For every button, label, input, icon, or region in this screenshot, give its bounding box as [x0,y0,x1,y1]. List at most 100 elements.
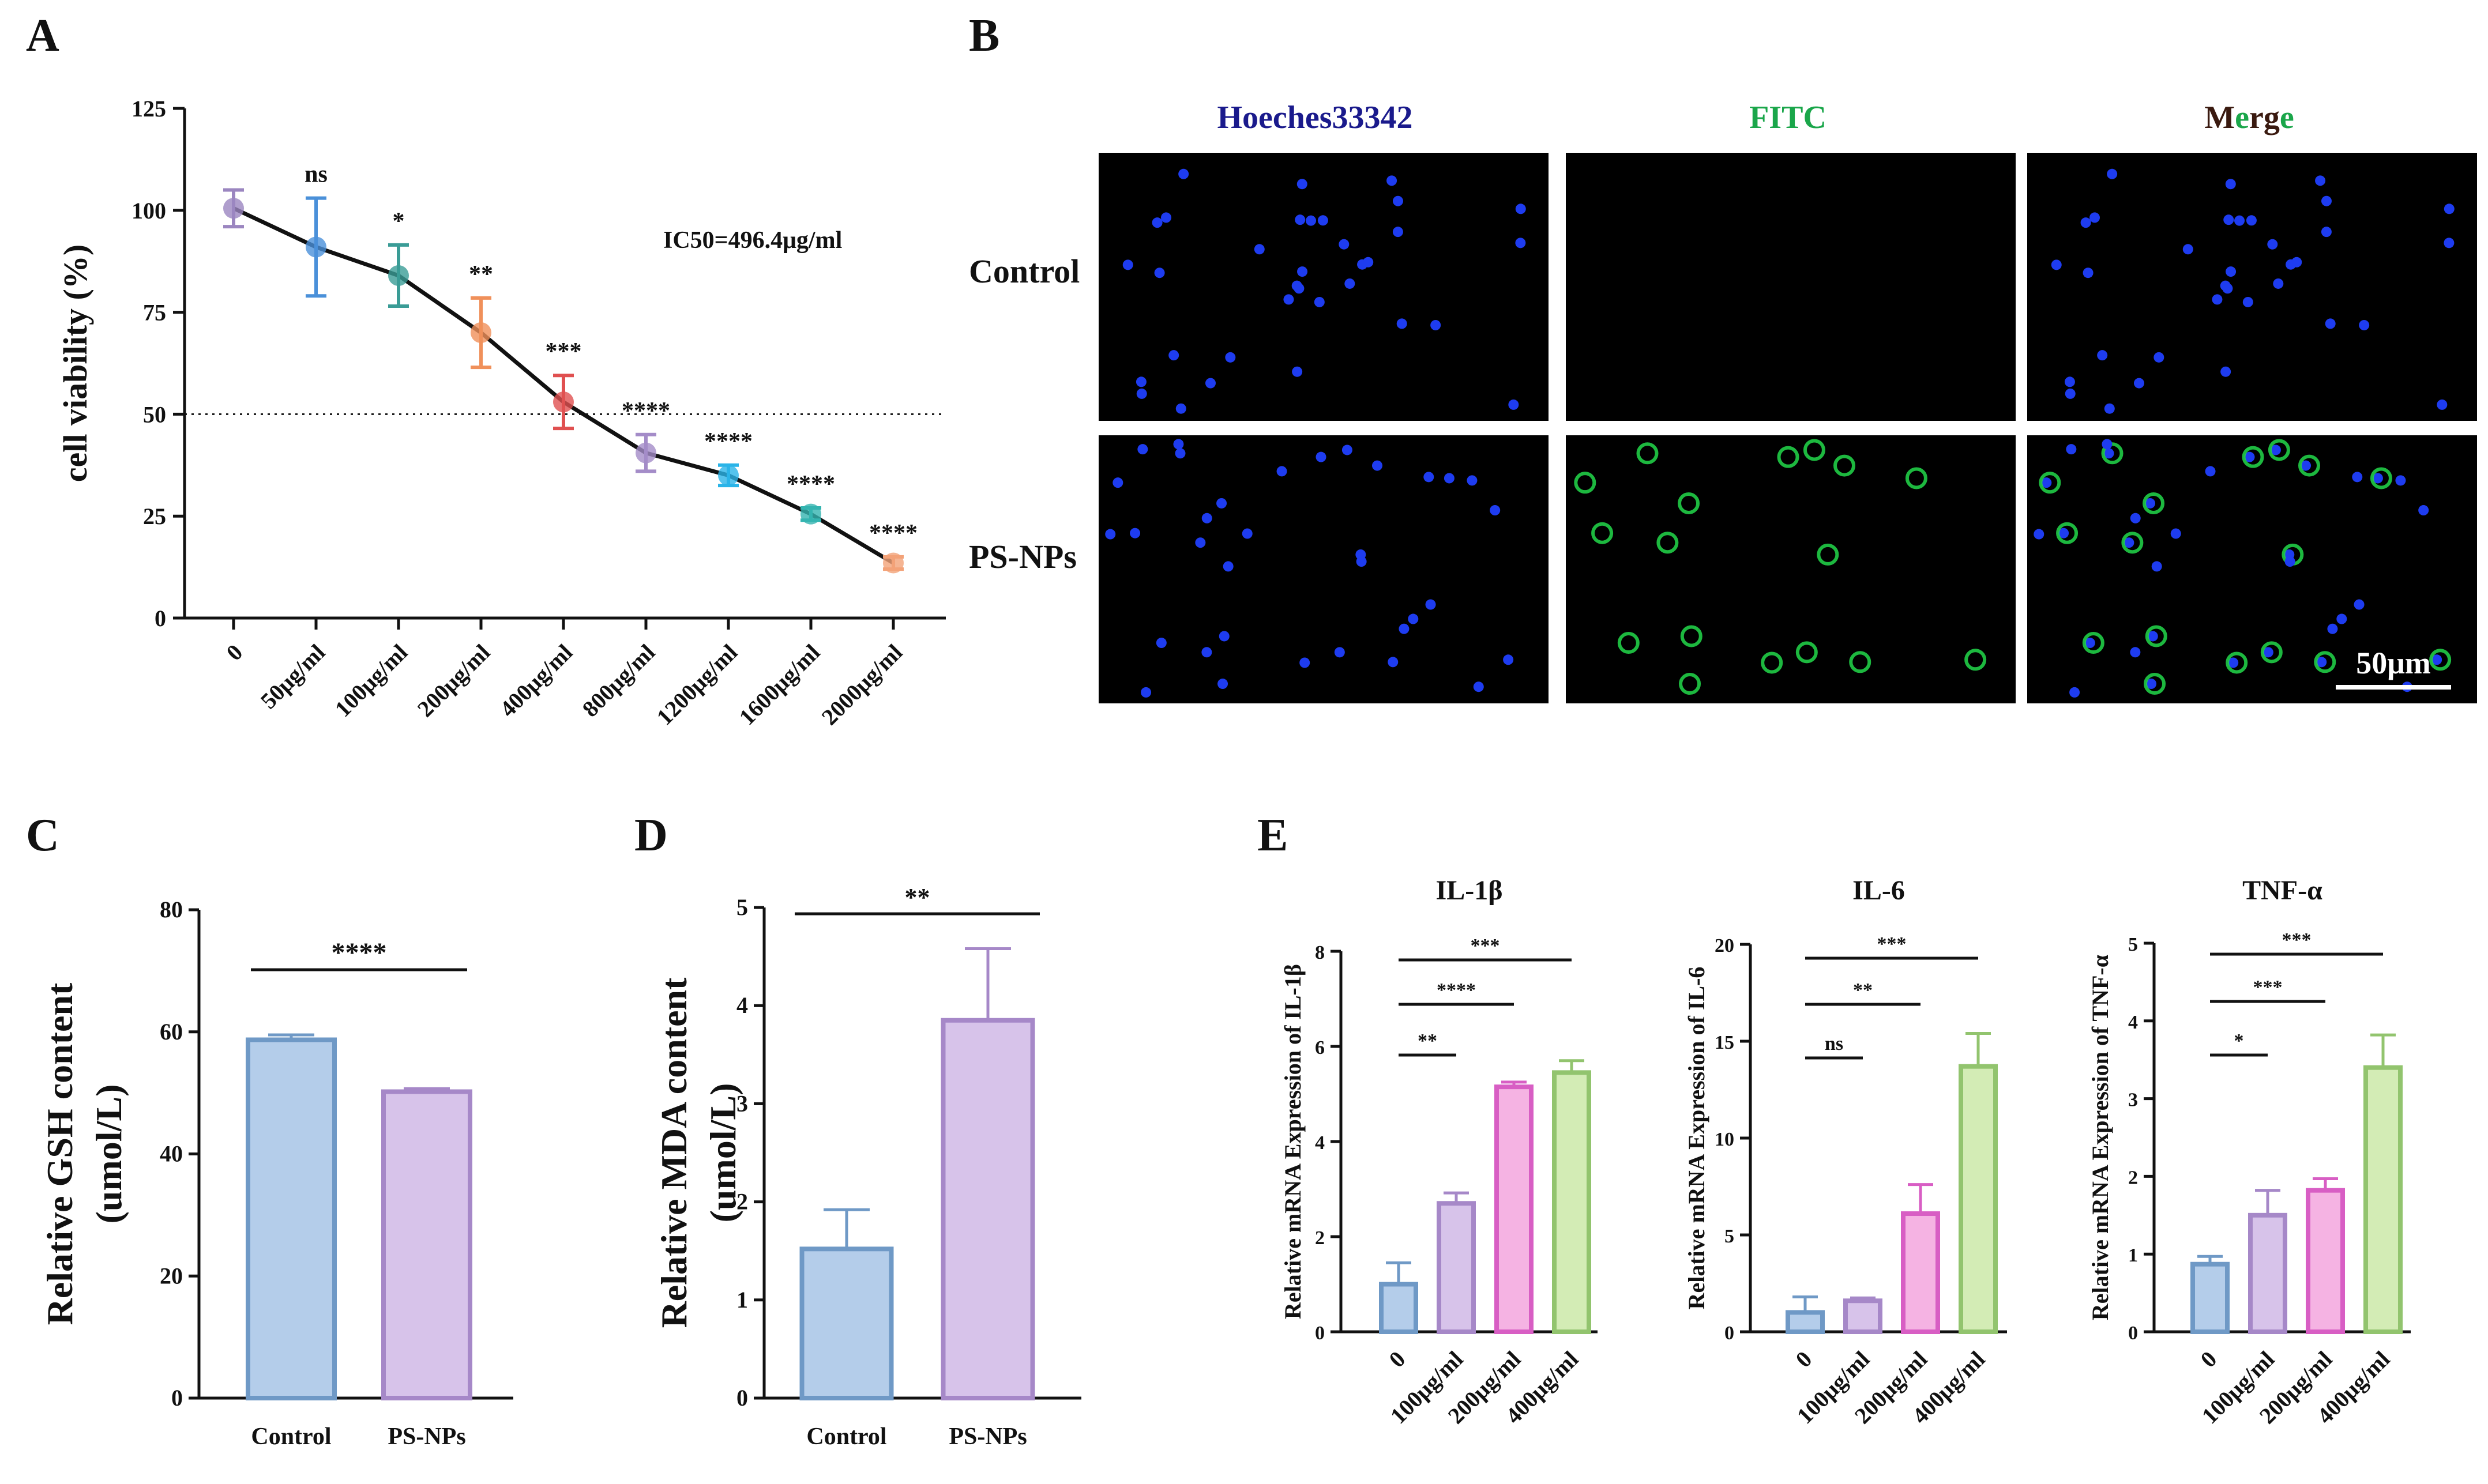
fitc-particle [1964,649,1987,671]
nucleus [1467,475,1478,486]
y-tick-label: 1 [2128,1245,2138,1266]
fitc-particle [2268,439,2290,461]
y-tick-label: 1 [736,1287,748,1313]
nucleus [1508,399,1519,410]
nucleus [2170,528,2181,539]
data-point [223,198,244,219]
x-tick-label: PS-NPs [949,1423,1027,1450]
nucleus [1399,623,1410,634]
nucleus [2145,498,2156,509]
y-tick-label: 0 [155,605,166,631]
fitc-particle [1617,632,1640,654]
chart-title: IL-1β [1436,875,1503,906]
nucleus [1205,378,1216,389]
nucleus [1152,217,1163,228]
fitc-particle [1574,472,1596,494]
nucleus [2146,679,2157,690]
fitc-particle [1905,467,1927,489]
x-tick-label: Control [251,1423,331,1450]
comparison-label: *** [1877,933,1907,955]
y-tick-label: 5 [2128,934,2138,955]
bar [2363,1065,2403,1335]
y-tick-label: 4 [1315,1132,1325,1154]
panel-label-a: A [26,10,59,61]
nucleus [1113,477,1123,488]
merge-part-e1: e [2235,100,2249,135]
nucleus [2325,318,2336,329]
y-tick-label: 2 [1315,1227,1325,1249]
micro-image [1099,153,1549,421]
nucleus [1363,257,1374,268]
x-tick-label: 400μg/ml [495,639,578,722]
nucleus [2246,215,2257,226]
bar [381,1089,472,1400]
y-tick-label: 125 [131,96,166,122]
nucleus [1473,681,1484,692]
x-tick-label: 800μg/ml [577,639,660,722]
x-tick-label: 0 [1790,1346,1817,1373]
data-point [636,442,656,464]
fitc-particle [1680,625,1702,647]
data-point [800,503,821,525]
y-tick-label: 4 [736,992,748,1018]
significance-label: **** [622,398,670,424]
nucleus [2107,168,2118,179]
nucleus [2080,217,2091,228]
micro-image [1566,435,2016,703]
bar [1786,1310,1825,1334]
nucleus [2104,403,2115,414]
y-axis-label: cell viability (%) [57,244,94,482]
nucleus [2431,654,2442,665]
x-tick-label: 100μg/ml [330,639,413,722]
nucleus [2051,259,2062,270]
nucleus [2102,439,2113,450]
data-point [553,391,574,413]
nucleus [1175,403,1186,414]
nucleus [2133,378,2144,389]
y-tick-label: 20 [160,1263,183,1289]
fitc-particle [1833,454,1856,477]
nucleus [1136,376,1147,387]
nucleus [2065,388,2076,399]
nucleus [2267,239,2278,250]
nucleus [2089,212,2100,223]
fitc-particle [2226,651,2248,674]
data-point [883,552,904,574]
comparison-label: * [2234,1030,2244,1052]
micro-image [2027,153,2477,421]
fitc-particle [2121,532,2144,554]
nucleus [2444,204,2455,214]
x-tick-label: PS-NPs [388,1423,465,1450]
bar [2248,1212,2287,1335]
nucleus [1283,294,1294,305]
nucleus [1201,513,1212,523]
nucleus [2223,214,2234,225]
y-tick-label: 3 [736,1090,748,1116]
nucleus [1430,319,1441,330]
nucleus [1334,647,1345,658]
fitc-particle [2143,492,2165,514]
panel-label-e: E [1257,810,1288,861]
merge-part-rg: rg [2249,100,2280,135]
nucleus [2327,623,2338,634]
nucleus [2147,631,2158,642]
nucleus [1154,268,1165,278]
nucleus [1392,195,1403,206]
nucleus [1372,460,1383,471]
y-tick-label: 0 [736,1385,748,1411]
fitc-particle [1803,439,1825,461]
comparison-label: ** [1853,980,1873,1001]
nucleus [1299,657,1310,668]
nucleus [2226,266,2237,277]
fitc-particle [1849,651,1871,673]
nucleus [1515,238,1526,248]
nucleus [1217,679,1228,690]
y-axis-label: Relative GSH content [39,982,80,1325]
bar [1959,1064,1998,1335]
fitc-particle [1817,543,1839,566]
comparison-label: ** [1418,1030,1437,1052]
nucleus [2058,528,2069,538]
nucleus [1242,528,1253,539]
scale-bar-label: 50μm [2356,646,2431,680]
